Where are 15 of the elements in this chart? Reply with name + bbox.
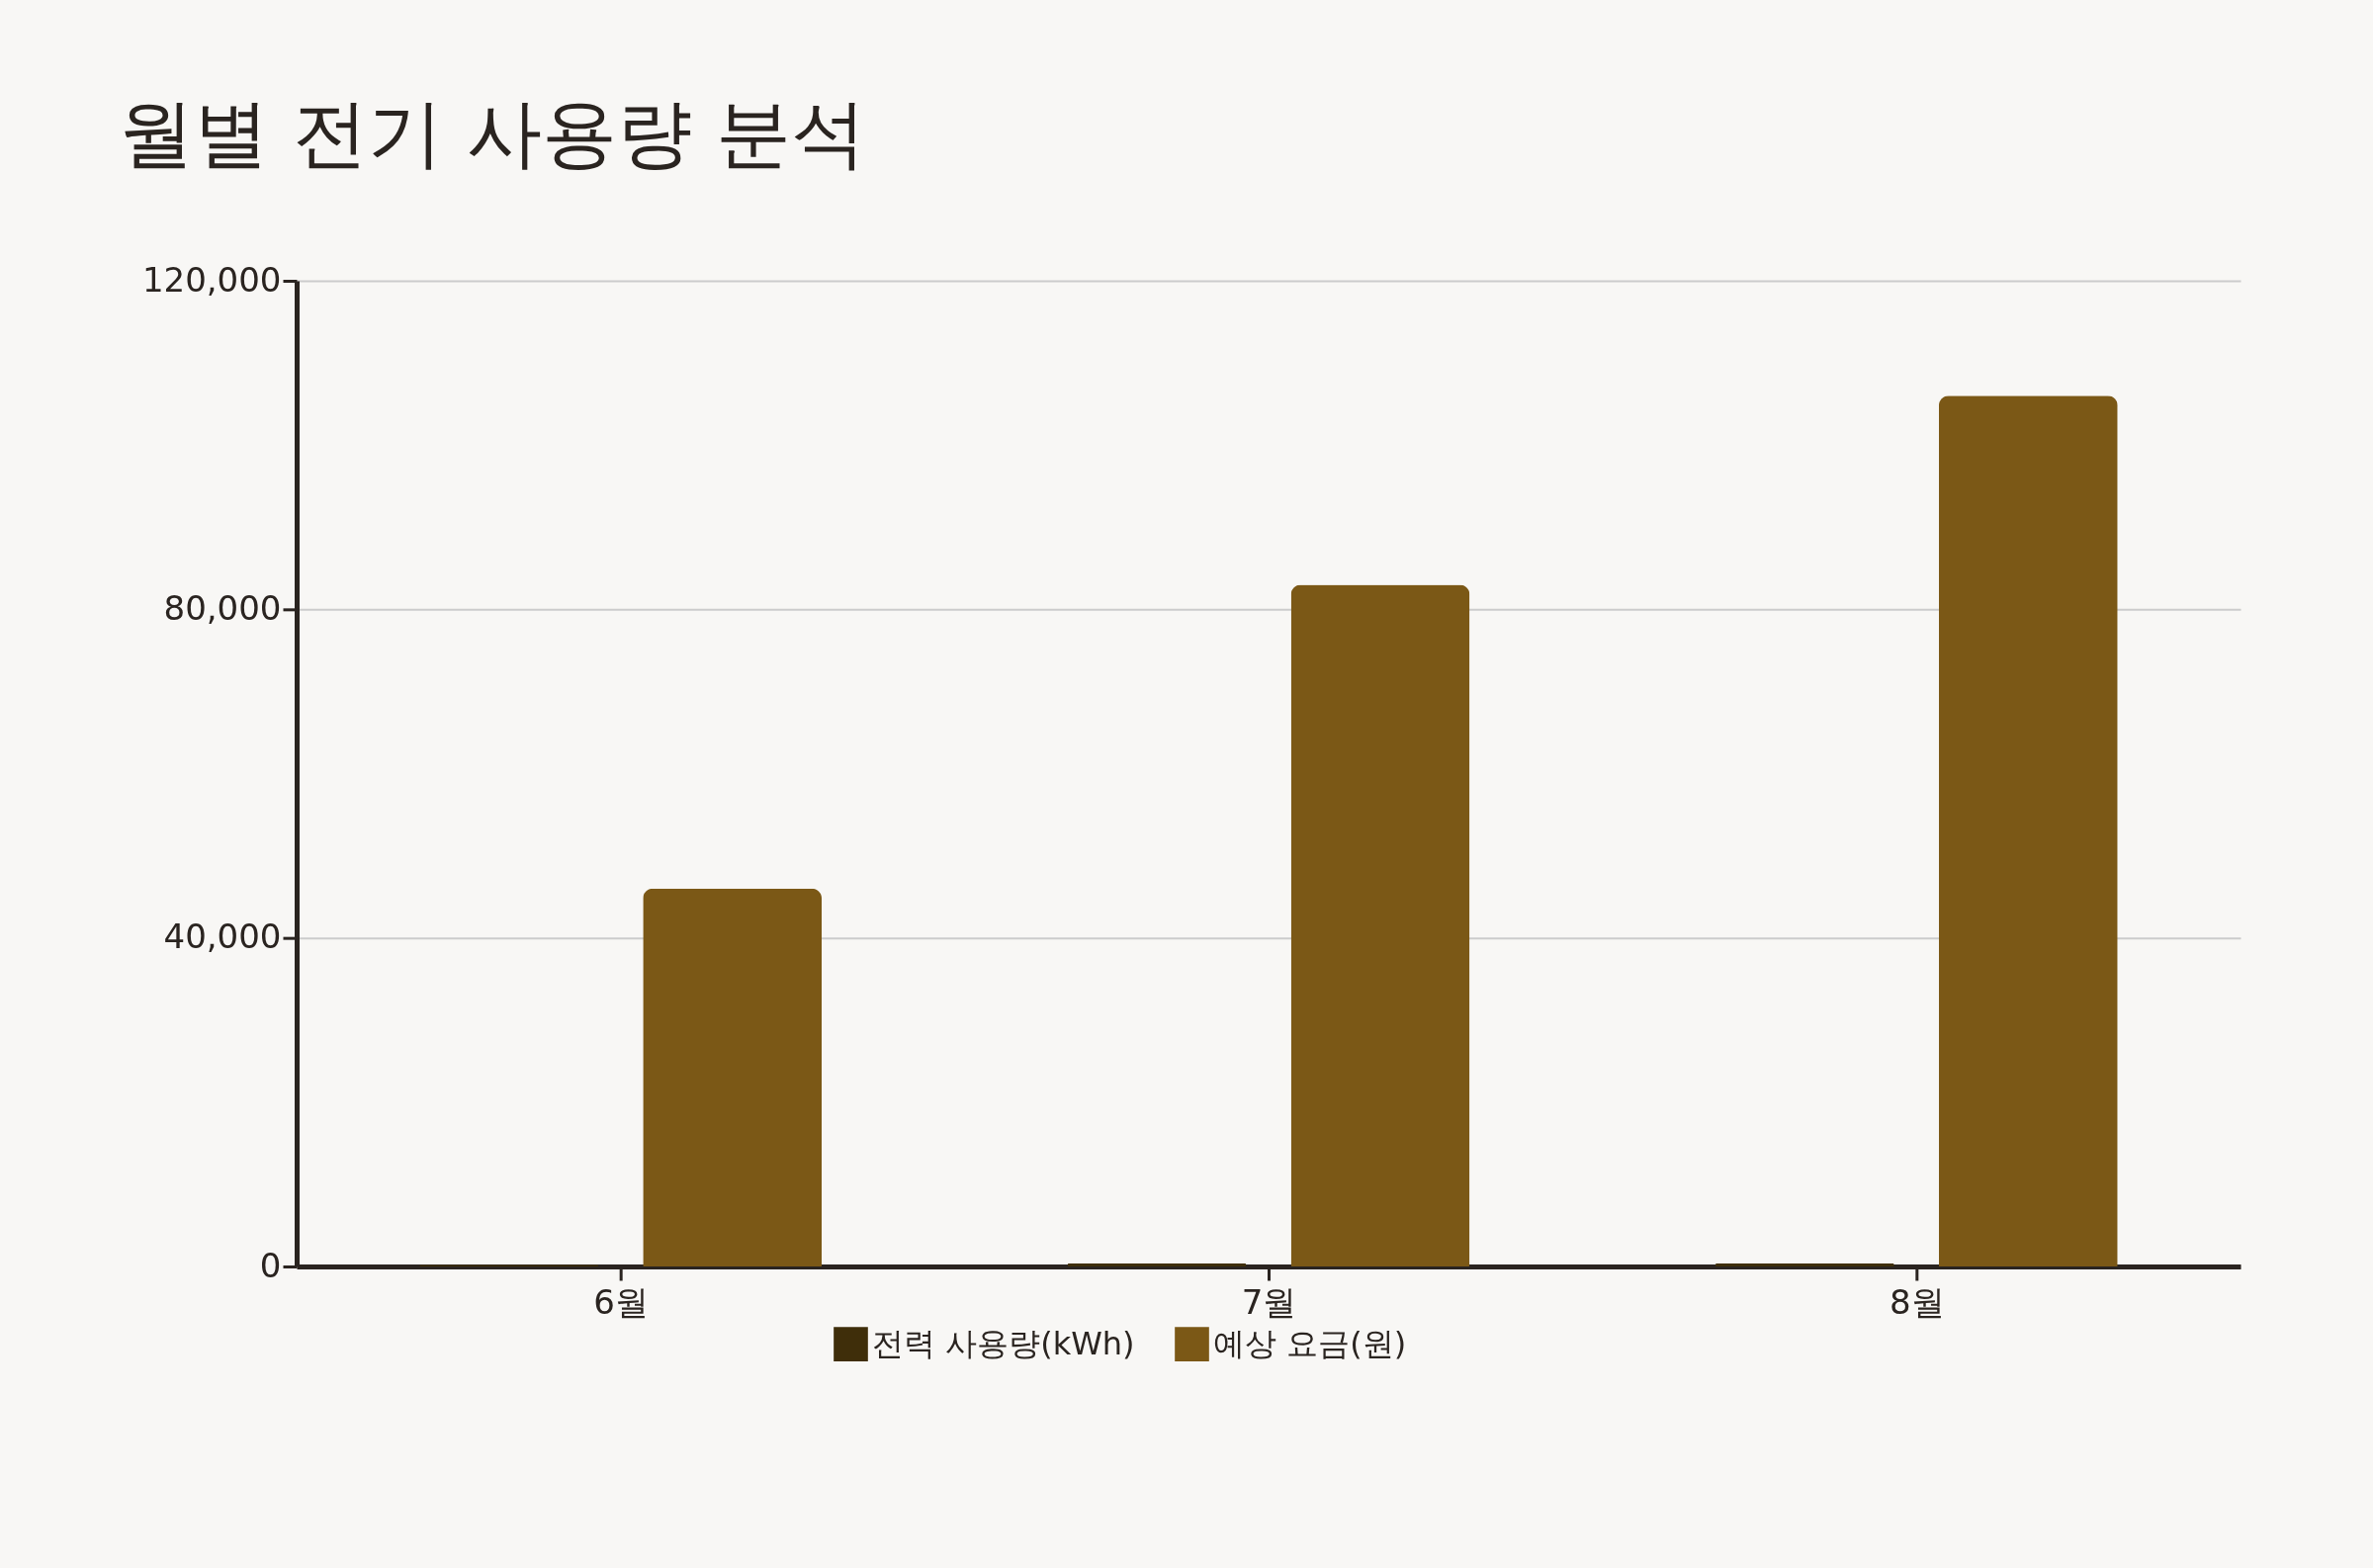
y-tick-label: 120,000 — [141, 259, 282, 300]
bar — [1714, 1263, 1894, 1266]
chart-title: 월별 전기 사용량 분석 — [119, 89, 867, 177]
x-tick-label: 6월 — [593, 1281, 649, 1322]
y-tick-label: 0 — [259, 1245, 282, 1285]
bar — [1067, 1263, 1247, 1266]
legend-label: 예상 요금(원) — [1213, 1324, 1407, 1362]
x-tick-label: 7월 — [1241, 1281, 1297, 1322]
legend-label: 전력 사용량(kWh) — [872, 1324, 1135, 1362]
bar — [643, 888, 823, 1266]
y-tick-label: 40,000 — [163, 916, 282, 957]
y-tick-label: 80,000 — [163, 587, 282, 628]
bar — [1290, 584, 1470, 1266]
bar — [1938, 395, 2118, 1266]
x-tick-label: 8월 — [1890, 1281, 1945, 1322]
